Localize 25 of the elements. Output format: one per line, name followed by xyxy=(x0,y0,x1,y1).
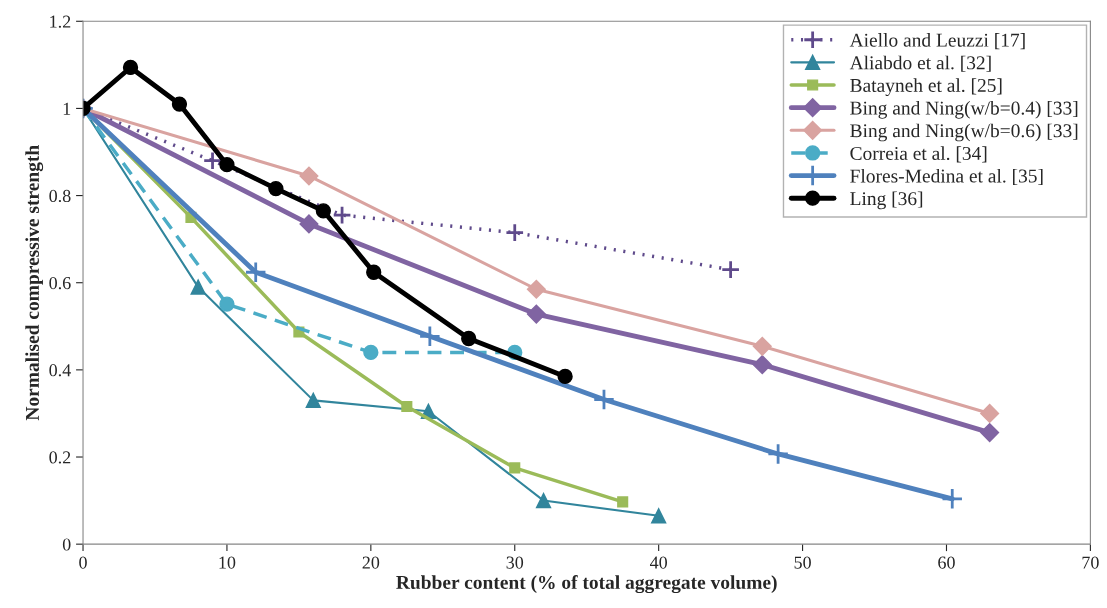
x-tick-label: 60 xyxy=(938,556,955,569)
legend-label: Bing and Ning(w/b=0.4) [33] xyxy=(850,100,1078,119)
y-tick-label: 1.2 xyxy=(50,15,71,28)
legend-label: Aiello and Leuzzi [17] xyxy=(849,33,1025,50)
legend-label: Flores-Medina et al. [35] xyxy=(850,168,1043,185)
y-tick-label: 0 xyxy=(62,538,71,551)
legend-label: Ling [36] xyxy=(850,191,923,210)
legend-label: Aliabdo et al. [32] xyxy=(849,55,991,72)
y-tick-label: 0.8 xyxy=(49,189,71,203)
legend-label: Batayneh et al. [25] xyxy=(850,78,1002,96)
x-axis-title: Rubber content (% of total aggregate volume) xyxy=(396,575,777,594)
x-tick-label: 20 xyxy=(362,556,380,569)
y-tick-label: 0.2 xyxy=(49,451,71,464)
y-tick-label: 1 xyxy=(63,102,71,115)
x-tick-label: 30 xyxy=(506,556,524,569)
x-tick-label: 40 xyxy=(649,556,667,569)
y-tick-label: 0.4 xyxy=(49,364,71,377)
legend-label: Correia et al. [34] xyxy=(850,146,987,163)
legend-label: Bing and Ning(w/b=0.6) [33] xyxy=(850,123,1078,142)
x-tick-label: 0 xyxy=(79,556,87,569)
x-tick-label: 10 xyxy=(219,556,236,569)
x-tick-label: 70 xyxy=(1082,556,1099,569)
y-axis-title: Normalised compressive strength xyxy=(25,145,44,421)
x-tick-label: 50 xyxy=(794,556,811,569)
y-tick-label: 0.6 xyxy=(49,276,71,290)
